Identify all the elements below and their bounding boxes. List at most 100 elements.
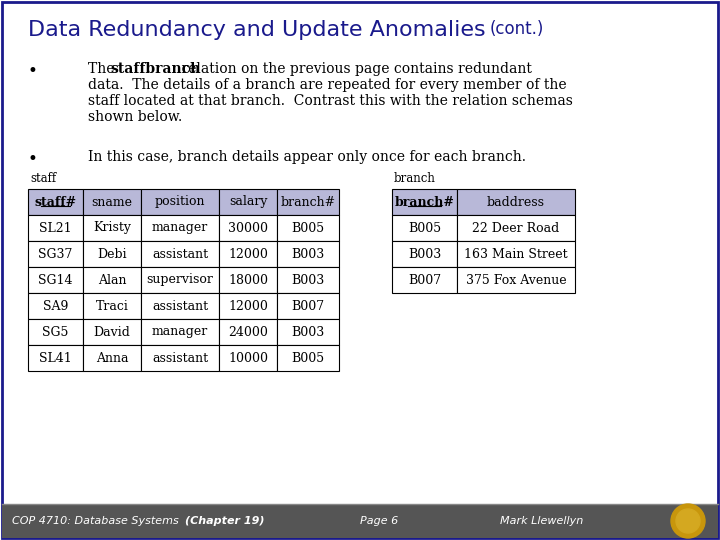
Bar (28, 241, 83, 267)
Text: Data Redundancy and Update Anomalies: Data Redundancy and Update Anomalies (28, 20, 485, 40)
Text: SL21: SL21 (39, 221, 72, 234)
Text: 10000: 10000 (228, 352, 268, 365)
Bar (83, 267, 141, 293)
Text: staff located at that branch.  Contrast this with the relation schemas: staff located at that branch. Contrast t… (88, 94, 573, 108)
Text: COP 4710: Database Systems: COP 4710: Database Systems (12, 516, 179, 526)
Text: staff#: staff# (35, 195, 76, 208)
Text: Page 6: Page 6 (360, 516, 398, 526)
Text: (Chapter 19): (Chapter 19) (185, 516, 264, 526)
Text: Anna: Anna (96, 352, 128, 365)
Text: manager: manager (152, 221, 208, 234)
Text: Mark Llewellyn: Mark Llewellyn (500, 516, 583, 526)
Text: sname: sname (91, 195, 132, 208)
Text: B003: B003 (292, 326, 325, 339)
Text: (cont.): (cont.) (490, 20, 544, 38)
Text: B005: B005 (408, 221, 441, 234)
Bar (141, 215, 219, 241)
Bar (83, 319, 141, 345)
Bar (83, 293, 141, 319)
Text: data.  The details of a branch are repeated for every member of the: data. The details of a branch are repeat… (88, 78, 567, 92)
Bar (277, 345, 339, 371)
Bar (277, 241, 339, 267)
Bar (28, 319, 83, 345)
Bar (219, 241, 277, 267)
Bar (392, 189, 457, 215)
Bar (219, 267, 277, 293)
Text: assistant: assistant (152, 352, 208, 365)
Bar (219, 293, 277, 319)
Bar (277, 319, 339, 345)
Bar (83, 215, 141, 241)
Text: B007: B007 (408, 273, 441, 287)
Text: Debi: Debi (97, 247, 127, 260)
Text: position: position (155, 195, 205, 208)
Bar (392, 241, 457, 267)
Bar (219, 319, 277, 345)
Bar (28, 267, 83, 293)
Text: SA9: SA9 (42, 300, 68, 313)
Text: 163 Main Street: 163 Main Street (464, 247, 568, 260)
Text: 12000: 12000 (228, 300, 268, 313)
Text: B007: B007 (292, 300, 325, 313)
Text: branch: branch (394, 172, 436, 185)
Bar (141, 189, 219, 215)
Text: baddress: baddress (487, 195, 545, 208)
Text: staff: staff (30, 172, 56, 185)
Bar (83, 241, 141, 267)
Text: assistant: assistant (152, 247, 208, 260)
Text: SG37: SG37 (38, 247, 73, 260)
Text: supervisor: supervisor (147, 273, 213, 287)
Text: manager: manager (152, 326, 208, 339)
Bar (457, 189, 575, 215)
Text: SL41: SL41 (39, 352, 72, 365)
Text: David: David (94, 326, 130, 339)
Text: 22 Deer Road: 22 Deer Road (472, 221, 559, 234)
Bar (277, 215, 339, 241)
Text: B005: B005 (292, 352, 325, 365)
Bar (141, 241, 219, 267)
Text: •: • (28, 150, 38, 168)
Bar (83, 345, 141, 371)
Bar (141, 267, 219, 293)
Bar (277, 267, 339, 293)
Bar (141, 345, 219, 371)
Text: SG14: SG14 (38, 273, 73, 287)
Text: B003: B003 (408, 247, 441, 260)
Text: salary: salary (229, 195, 267, 208)
Bar (457, 215, 575, 241)
Bar (83, 189, 141, 215)
Bar (219, 189, 277, 215)
Bar (141, 319, 219, 345)
Bar (28, 215, 83, 241)
Text: 18000: 18000 (228, 273, 268, 287)
Text: B005: B005 (292, 221, 325, 234)
Text: Kristy: Kristy (93, 221, 131, 234)
Text: B003: B003 (292, 273, 325, 287)
Text: In this case, branch details appear only once for each branch.: In this case, branch details appear only… (88, 150, 526, 164)
Text: SG5: SG5 (42, 326, 68, 339)
Bar (457, 241, 575, 267)
Bar (277, 293, 339, 319)
Bar (28, 189, 83, 215)
Text: branch#: branch# (395, 195, 454, 208)
Text: relation on the previous page contains redundant: relation on the previous page contains r… (177, 62, 532, 76)
Bar (141, 293, 219, 319)
Bar (28, 293, 83, 319)
Text: shown below.: shown below. (88, 110, 182, 124)
Bar (392, 215, 457, 241)
Text: The: The (88, 62, 119, 76)
Bar (392, 267, 457, 293)
Text: 12000: 12000 (228, 247, 268, 260)
Text: branch#: branch# (280, 195, 336, 208)
Text: B003: B003 (292, 247, 325, 260)
Bar (2, 504, 718, 538)
Text: staffbranch: staffbranch (110, 62, 200, 76)
Text: assistant: assistant (152, 300, 208, 313)
Circle shape (671, 504, 705, 538)
Circle shape (676, 509, 700, 533)
Bar (28, 345, 83, 371)
Bar (219, 215, 277, 241)
Text: Traci: Traci (96, 300, 128, 313)
Text: 30000: 30000 (228, 221, 268, 234)
Text: 24000: 24000 (228, 326, 268, 339)
